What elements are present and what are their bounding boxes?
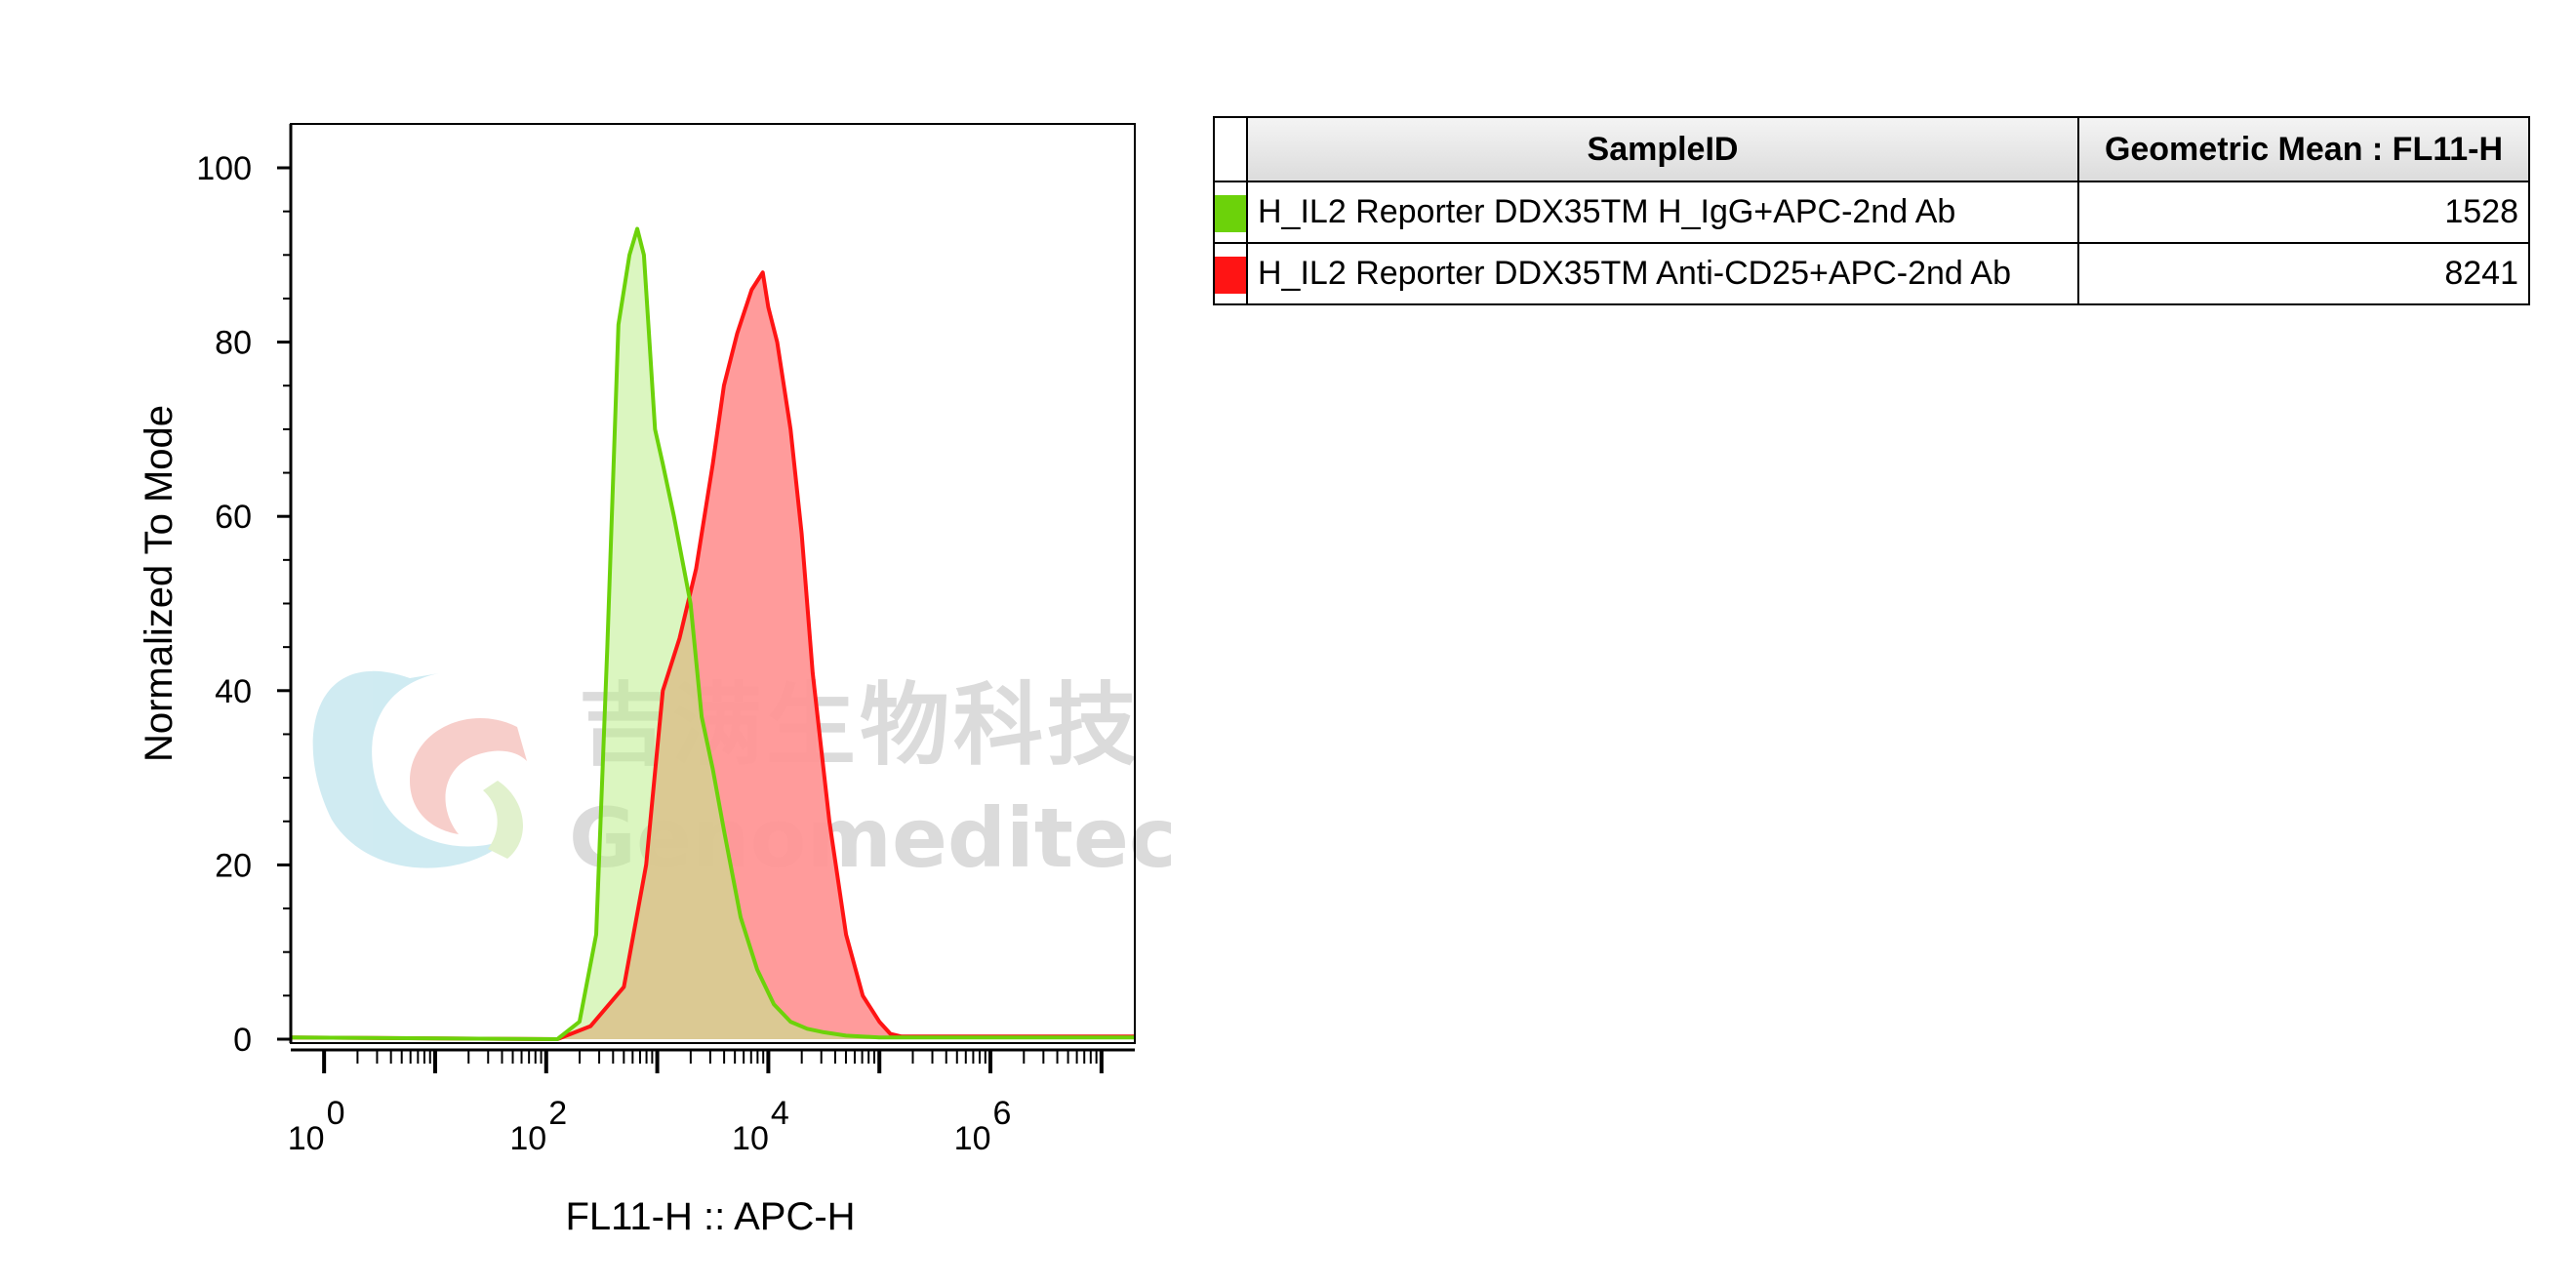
watermark-logo xyxy=(312,670,527,868)
x-axis: 100 102 104 106 xyxy=(288,1048,1135,1157)
series-line-igg-control xyxy=(290,226,1135,1041)
legend-geometric-mean: 1528 xyxy=(2077,181,2530,244)
y-axis: 0 20 40 60 80 100 xyxy=(196,124,293,1059)
y-tick-label: 80 xyxy=(215,325,252,362)
legend-swatch-cell xyxy=(1213,242,1248,305)
legend-header-sample-id: SampleID xyxy=(1246,116,2079,182)
series-area-anti-cd25 xyxy=(291,272,1135,1039)
legend-color-swatch-green xyxy=(1215,194,1246,232)
x-axis-title: FL11-H :: APC-H xyxy=(565,1195,855,1238)
y-axis-title: Normalized To Mode xyxy=(138,405,181,762)
legend-color-swatch-red xyxy=(1215,256,1246,294)
series-area-igg-control xyxy=(291,228,1135,1039)
x-tick-label: 104 xyxy=(732,1095,789,1157)
y-tick-label: 20 xyxy=(215,847,252,884)
y-tick-label: 0 xyxy=(233,1022,252,1059)
legend-sample-id: H_IL2 Reporter DDX35TM Anti-CD25+APC-2nd… xyxy=(1246,242,2079,305)
legend-header-geometric-mean: Geometric Mean : FL11-H xyxy=(2077,116,2530,182)
x-tick-label: 102 xyxy=(509,1095,567,1157)
legend-header-row: SampleID Geometric Mean : FL11-H xyxy=(1213,116,2530,182)
legend-row: H_IL2 Reporter DDX35TM H_IgG+APC-2nd Ab … xyxy=(1213,181,2530,244)
legend-geometric-mean: 8241 xyxy=(2077,242,2530,305)
legend-table: SampleID Geometric Mean : FL11-H H_IL2 R… xyxy=(1213,116,2530,305)
plot-area-fills xyxy=(290,226,1135,1041)
legend-swatch-cell xyxy=(1213,181,1248,244)
series-line-anti-cd25 xyxy=(290,270,1135,1041)
x-tick-label: 106 xyxy=(954,1095,1012,1157)
y-tick-label: 100 xyxy=(196,150,252,187)
legend-row: H_IL2 Reporter DDX35TM Anti-CD25+APC-2nd… xyxy=(1213,242,2530,305)
y-tick-label: 40 xyxy=(215,673,252,710)
legend-sample-id: H_IL2 Reporter DDX35TM H_IgG+APC-2nd Ab xyxy=(1246,181,2079,244)
y-tick-label: 60 xyxy=(215,499,252,536)
x-tick-label: 100 xyxy=(288,1095,345,1157)
legend-header-swatch xyxy=(1213,116,1248,182)
